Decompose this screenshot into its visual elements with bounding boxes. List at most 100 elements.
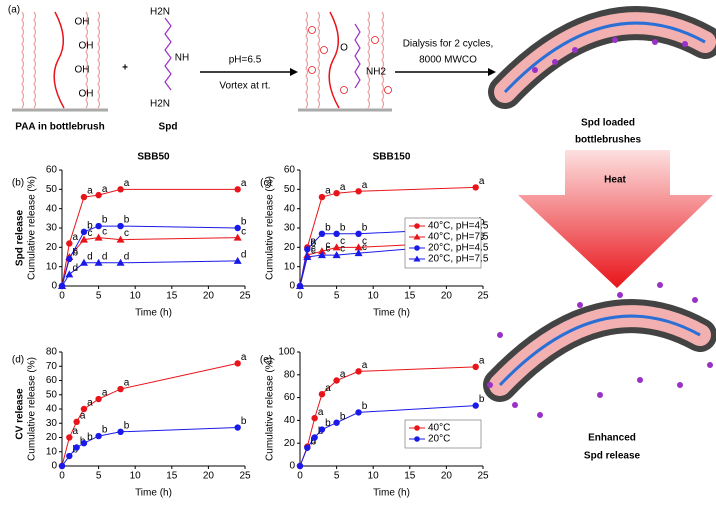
y-tick-label: 50 xyxy=(46,184,58,195)
panel-label: (d) xyxy=(12,355,24,366)
marker xyxy=(311,434,318,441)
spd-dot xyxy=(487,382,493,388)
marker xyxy=(317,251,326,259)
point-label: a xyxy=(87,186,93,197)
y-tick-label: 20 xyxy=(46,242,58,253)
y-tick-label: 0 xyxy=(289,461,295,472)
series-line xyxy=(299,366,476,467)
spd-molecule xyxy=(354,23,361,89)
structure-label: OH xyxy=(79,89,94,100)
marker xyxy=(117,222,124,230)
point-label: c xyxy=(479,230,484,241)
x-axis-label: Time (h) xyxy=(135,488,172,499)
point-label: a xyxy=(241,178,247,189)
y-tick-label: 30 xyxy=(46,223,58,234)
marker xyxy=(65,270,74,278)
panel-label: (a) xyxy=(8,5,20,16)
point-label: c xyxy=(87,228,92,239)
x-tick-label: 10 xyxy=(368,471,380,482)
marker xyxy=(80,193,88,201)
series-line xyxy=(61,260,238,287)
plus: + xyxy=(122,63,128,74)
point-label: b xyxy=(124,215,130,226)
marker xyxy=(354,243,363,251)
point-label: a xyxy=(87,398,93,409)
step-text: Vortex at rt. xyxy=(219,81,270,92)
marker xyxy=(66,434,73,441)
spd-dot xyxy=(677,382,683,388)
point-label: a xyxy=(325,383,331,394)
polymer-chain xyxy=(21,11,25,109)
y-tick-label: 60 xyxy=(46,165,58,176)
marker xyxy=(95,191,102,199)
point-label: b xyxy=(479,394,485,405)
x-tick-label: 0 xyxy=(297,291,303,302)
x-tick-label: 15 xyxy=(166,291,178,302)
point-label: a xyxy=(362,180,368,191)
spd-dot xyxy=(707,362,713,368)
x-tick-label: 15 xyxy=(404,471,416,482)
x-tick-label: 20 xyxy=(441,471,453,482)
marker xyxy=(355,409,362,416)
y-tick-label: 60 xyxy=(46,375,58,386)
charge xyxy=(371,36,379,44)
marker xyxy=(79,258,88,266)
y-tick-label: 10 xyxy=(284,261,296,272)
marker xyxy=(117,186,124,193)
step-text: pH=6.5 xyxy=(229,55,262,66)
polymer-chain xyxy=(317,11,321,109)
structure-label: NH xyxy=(175,53,189,64)
bottlebrush-backbone xyxy=(498,314,701,387)
point-label: b xyxy=(102,215,108,226)
marker xyxy=(472,402,479,409)
marker xyxy=(80,440,88,447)
spd-dot xyxy=(657,282,663,288)
y-tick-label: 20 xyxy=(284,438,296,449)
y-axis-label: Cumulative release (%) xyxy=(265,176,276,280)
y-tick-label: 20 xyxy=(284,242,296,253)
charge xyxy=(308,66,316,74)
spd-molecule xyxy=(164,17,172,91)
marker xyxy=(304,246,311,253)
marker xyxy=(80,228,88,236)
marker xyxy=(311,414,318,422)
point-label: c xyxy=(241,226,246,237)
marker xyxy=(317,247,326,255)
point-label: c xyxy=(340,244,345,255)
legend-marker xyxy=(414,425,420,431)
point-label: a xyxy=(479,355,485,366)
marker xyxy=(333,230,340,237)
marker xyxy=(58,462,66,470)
spd-dot xyxy=(512,402,518,408)
point-label: a xyxy=(80,410,86,421)
spd-dot xyxy=(617,292,623,298)
marker xyxy=(66,452,73,460)
legend-label: 40°C, pH=4.5 xyxy=(428,221,489,232)
marker xyxy=(333,419,340,426)
y-tick-label: 40 xyxy=(284,415,296,426)
marker xyxy=(95,395,102,403)
y-tick-label: 40 xyxy=(46,203,58,214)
legend-marker xyxy=(414,245,420,251)
marker xyxy=(233,256,242,264)
x-tick-label: 25 xyxy=(477,291,489,302)
charge xyxy=(308,26,316,34)
marker xyxy=(296,282,304,289)
enhanced-label: Spd release xyxy=(584,451,641,462)
x-tick-label: 20 xyxy=(441,291,453,302)
marker xyxy=(332,243,341,251)
spd-dot xyxy=(497,332,503,338)
y-tick-label: 80 xyxy=(284,369,296,380)
marker xyxy=(95,222,102,230)
spd-dot xyxy=(532,67,538,73)
marker xyxy=(332,251,341,259)
point-label: a xyxy=(124,178,130,189)
marker xyxy=(79,235,88,243)
marker xyxy=(234,224,241,232)
marker xyxy=(355,188,362,195)
point-label: c xyxy=(73,246,78,257)
y-tick-label: 20 xyxy=(46,432,58,443)
x-axis-label: Time (h) xyxy=(373,488,410,499)
legend-marker xyxy=(413,255,421,262)
series-line xyxy=(61,362,238,467)
